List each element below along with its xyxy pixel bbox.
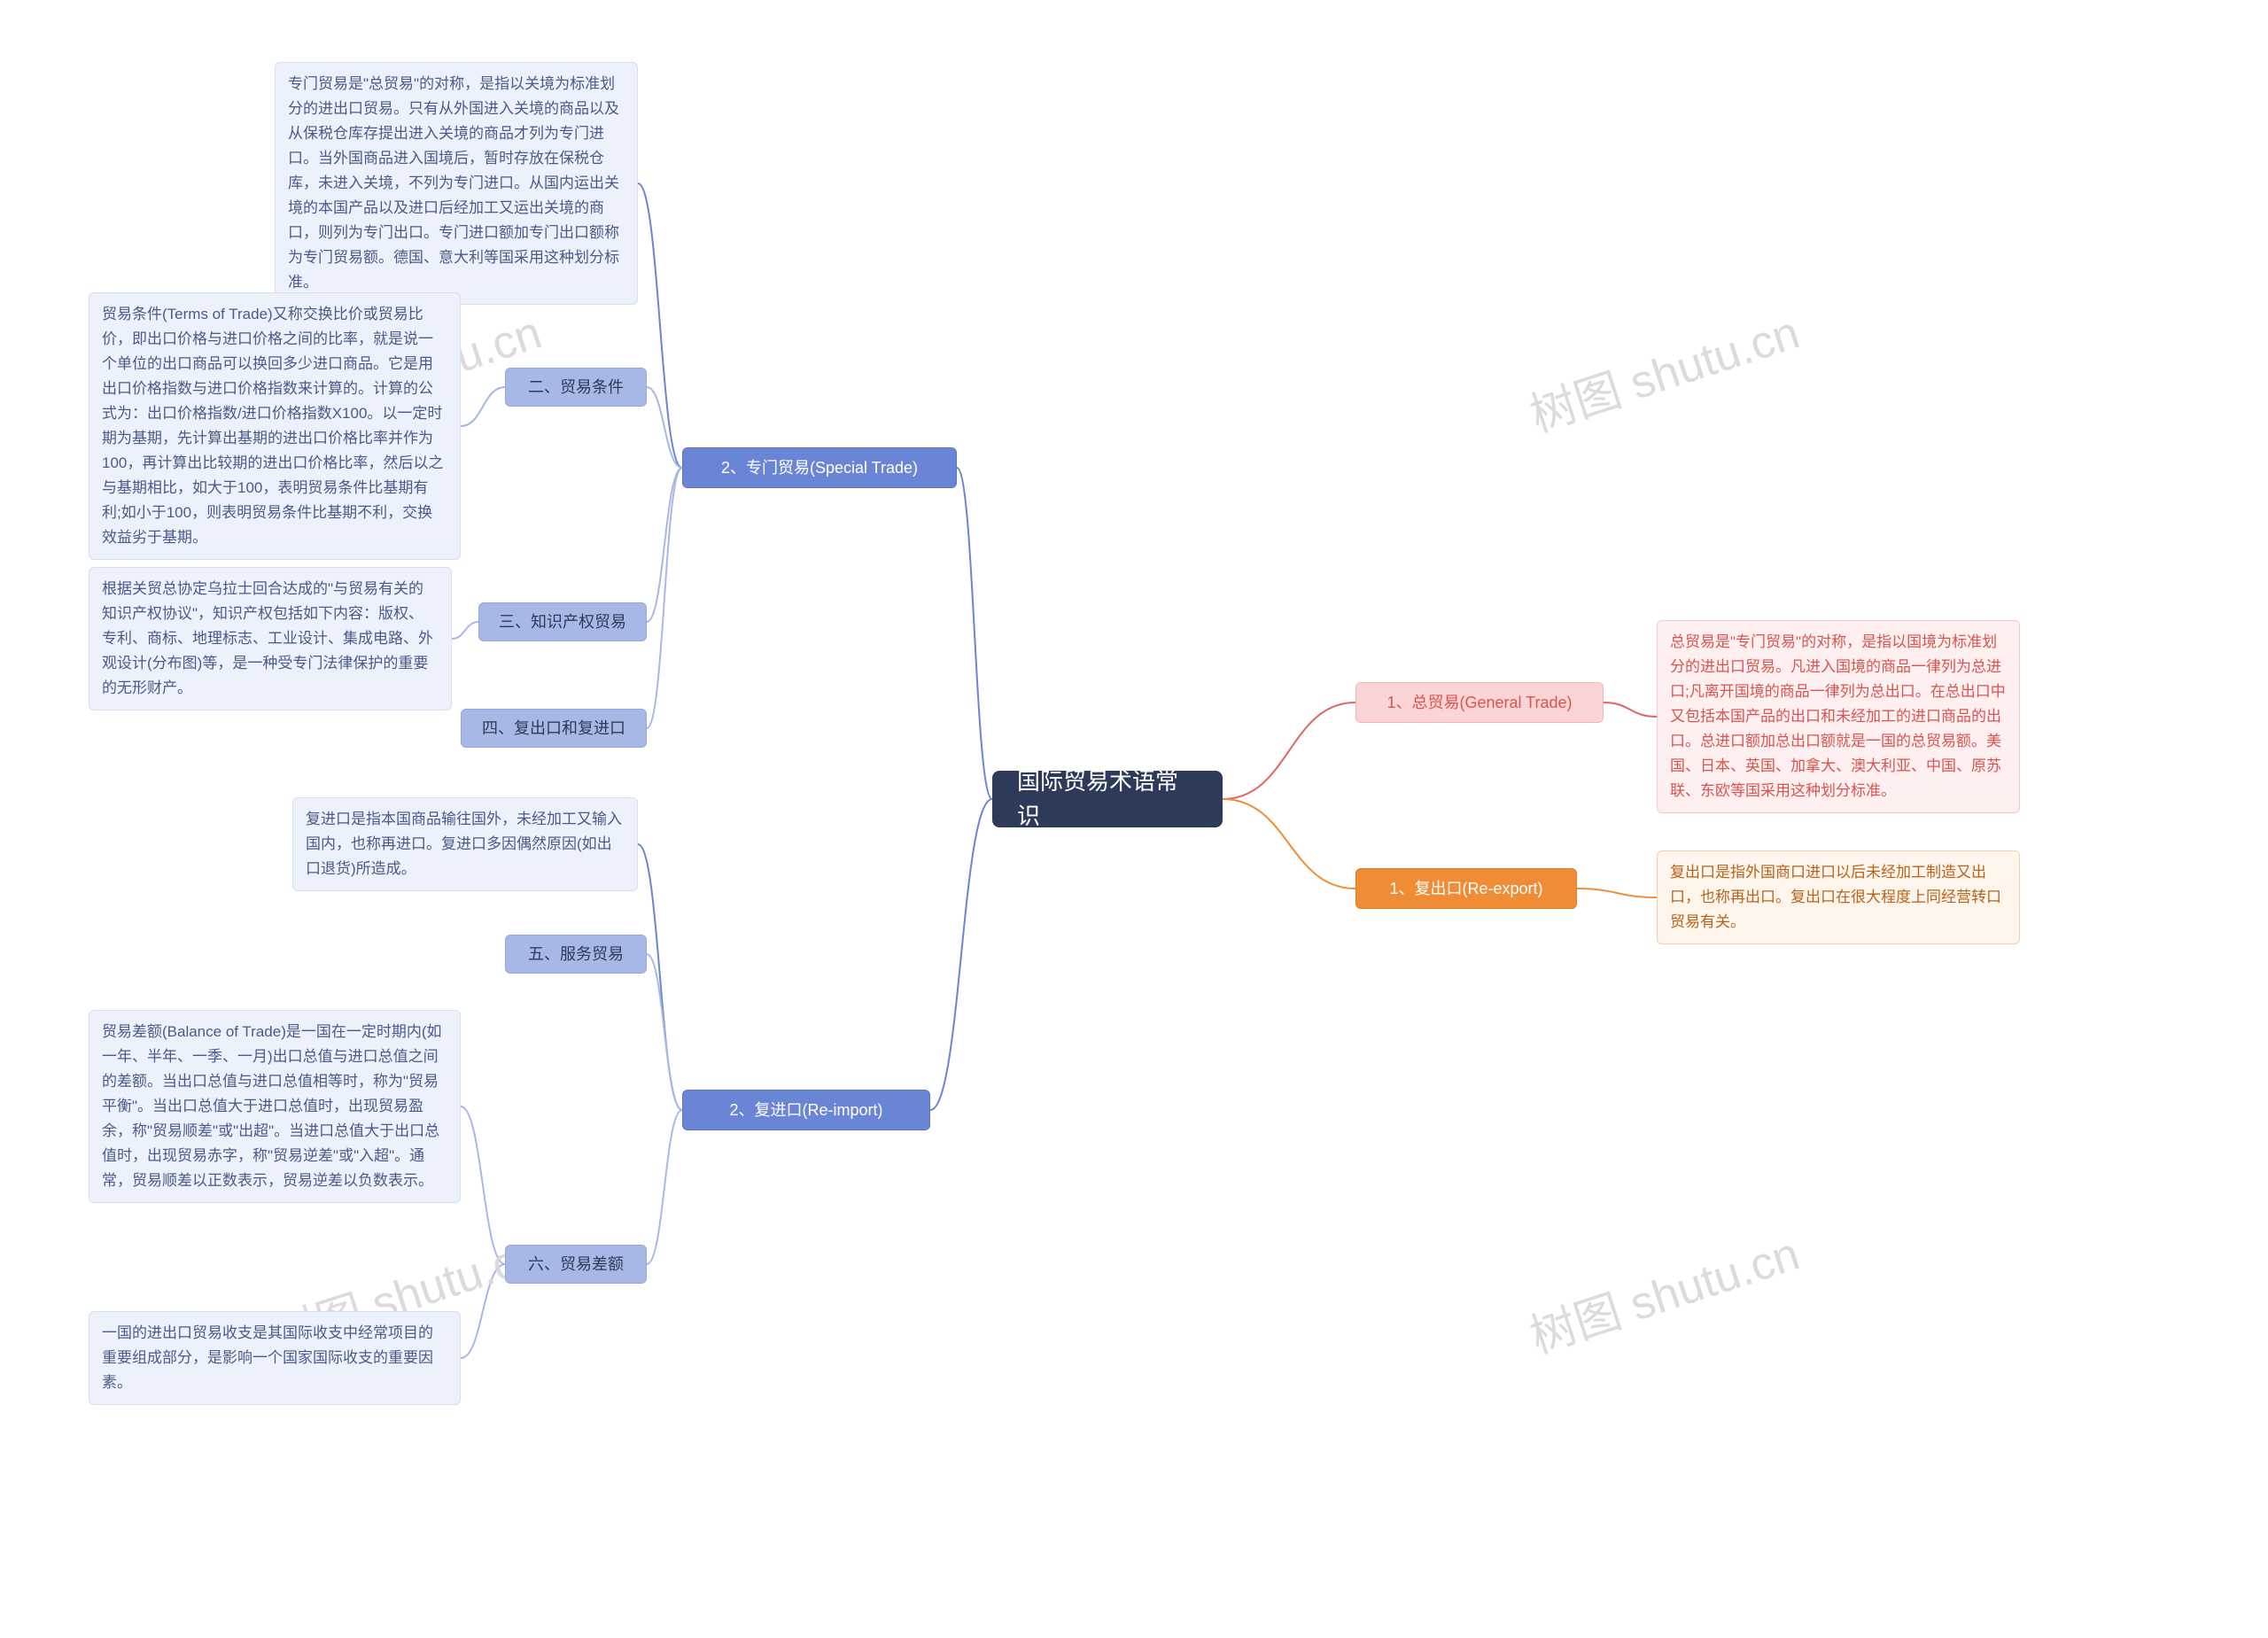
- watermark: 树图 shutu.cn: [1520, 1216, 1806, 1366]
- node-re-import[interactable]: 2、复进口(Re-import): [682, 1090, 930, 1130]
- node-balance-of-trade[interactable]: 六、贸易差额: [505, 1245, 647, 1284]
- root-node[interactable]: 国际贸易术语常识: [992, 771, 1223, 827]
- node-re-export[interactable]: 1、复出口(Re-export): [1355, 868, 1577, 909]
- node-general-trade[interactable]: 1、总贸易(General Trade): [1355, 682, 1604, 723]
- node-special-trade[interactable]: 2、专门贸易(Special Trade): [682, 447, 957, 488]
- detail-general-trade: 总贸易是"专门贸易"的对称，是指以国境为标准划分的进出口贸易。凡进入国境的商品一…: [1657, 620, 2020, 813]
- node-re-export-import[interactable]: 四、复出口和复进口: [461, 709, 647, 748]
- node-ip-trade[interactable]: 三、知识产权贸易: [478, 602, 647, 641]
- watermark: 树图 shutu.cn: [1520, 295, 1806, 445]
- detail-terms-of-trade: 贸易条件(Terms of Trade)又称交换比价或贸易比价，即出口价格与进口…: [89, 292, 461, 560]
- detail-re-export: 复出口是指外国商口进口以后未经加工制造又出口，也称再出口。复出口在很大程度上同经…: [1657, 850, 2020, 944]
- detail-balance-of-trade-1: 贸易差额(Balance of Trade)是一国在一定时期内(如一年、半年、一…: [89, 1010, 461, 1203]
- detail-ip-trade: 根据关贸总协定乌拉士回合达成的"与贸易有关的知识产权协议"，知识产权包括如下内容…: [89, 567, 452, 710]
- detail-balance-of-trade-2: 一国的进出口贸易收支是其国际收支中经常项目的重要组成部分，是影响一个国家国际收支…: [89, 1311, 461, 1405]
- node-service-trade[interactable]: 五、服务贸易: [505, 935, 647, 974]
- mindmap-canvas: 树图 shutu.cn 树图 shutu.cn 树图 shutu.cn 树图 s…: [0, 0, 2268, 1638]
- node-terms-of-trade[interactable]: 二、贸易条件: [505, 368, 647, 407]
- detail-re-import-main: 复进口是指本国商品输往国外，未经加工又输入国内，也称再进口。复进口多因偶然原因(…: [292, 797, 638, 891]
- detail-special-trade-main: 专门贸易是"总贸易"的对称，是指以关境为标准划分的进出口贸易。只有从外国进入关境…: [275, 62, 638, 305]
